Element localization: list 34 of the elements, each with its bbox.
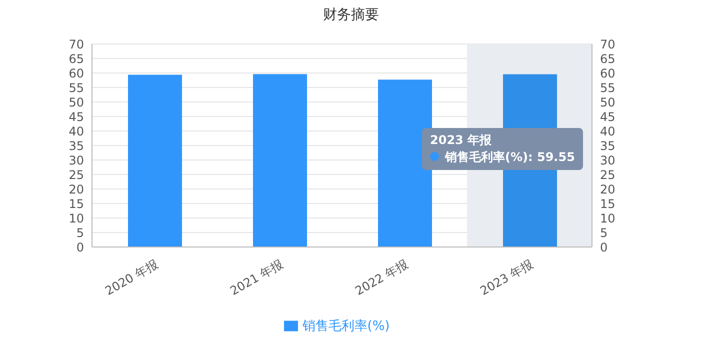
y-tick-label: 50 [68, 95, 84, 110]
y-tick-label: 30 [68, 153, 84, 168]
y-tick-label: 10 [68, 211, 84, 226]
y-tick-label: 70 [68, 37, 84, 52]
y-tick-label: 35 [68, 138, 84, 153]
y2-tick-label: 5 [600, 226, 608, 240]
y-tick-label: 0 [76, 240, 84, 254]
y-tick-label: 40 [68, 124, 84, 138]
y-tick-label: 45 [68, 110, 84, 124]
y-tick-label: 55 [68, 80, 84, 95]
y2-tick-label: 0 [600, 240, 608, 254]
y-tick-label: 60 [68, 66, 84, 80]
y2-tick-label: 20 [600, 182, 616, 196]
y2-tick-label: 55 [600, 80, 616, 95]
y2-tick-label: 60 [600, 66, 616, 80]
chart-title: 财务摘要 [322, 6, 380, 24]
y2-tick-label: 30 [600, 153, 616, 168]
y2-tick-label: 65 [600, 52, 616, 66]
y2-tick-label: 45 [600, 110, 616, 124]
y-tick-label: 20 [68, 182, 84, 196]
y2-tick-label: 70 [600, 37, 616, 52]
y-tick-label: 5 [76, 226, 84, 240]
annotation: 销售毛利率(%): 59.55 [445, 150, 575, 164]
y2-tick-label: 35 [600, 138, 616, 153]
y-tick-label: 65 [68, 52, 84, 66]
y2-tick-label: 25 [600, 168, 616, 182]
y-tick-label: 25 [68, 168, 84, 182]
y-tick-label: 15 [68, 196, 84, 211]
annotation: 2023 年报 [430, 133, 492, 147]
y2-tick-label: 40 [600, 124, 616, 138]
y2-tick-label: 15 [600, 196, 616, 211]
y2-tick-label: 50 [600, 95, 616, 110]
legend-label: 销售毛利率(%) [302, 319, 390, 334]
y2-tick-label: 10 [600, 211, 616, 226]
